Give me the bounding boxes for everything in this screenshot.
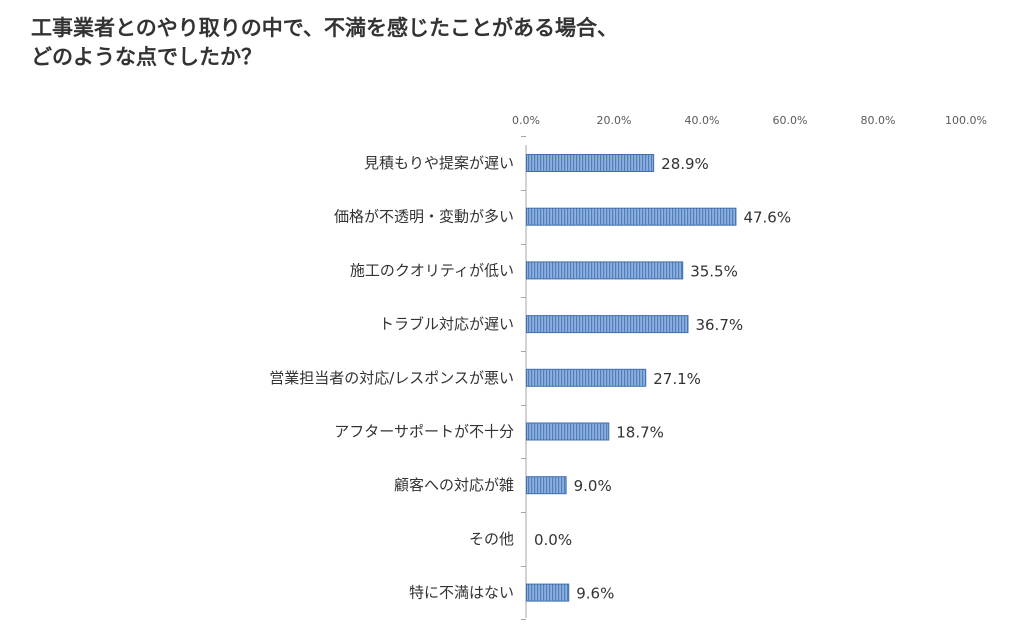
data-label: 9.0%: [574, 477, 612, 495]
chart-title: 工事業者とのやり取りの中で、不満を感じたことがある場合、 どのような点でしたか？: [31, 14, 991, 72]
chart-title-line-2: どのような点でしたか？: [31, 45, 262, 69]
data-label: 18.7%: [616, 424, 664, 442]
bar: [526, 207, 737, 226]
x-tick-label: 40.0%: [685, 114, 720, 127]
x-tick-label: 20.0%: [597, 114, 632, 127]
bar: [526, 476, 567, 495]
data-label: 35.5%: [690, 262, 738, 280]
bar: [526, 583, 570, 602]
bar: [526, 368, 647, 387]
category-label: アフターサポートが不十分: [334, 423, 514, 441]
data-label: 28.9%: [661, 155, 709, 173]
data-label: 9.6%: [576, 585, 614, 603]
category-label: 顧客への対応が雑: [394, 476, 514, 494]
category-label: トラブル対応が遅い: [379, 315, 514, 333]
data-label: 47.6%: [743, 209, 791, 227]
category-label: 特に不満はない: [409, 584, 514, 602]
category-label: その他: [469, 530, 514, 548]
bar: [526, 261, 684, 280]
category-label: 営業担当者の対応/レスポンスが悪い: [269, 369, 514, 387]
bars-layer: [526, 154, 737, 602]
data-label: 27.1%: [653, 370, 701, 388]
chart-title-line-1: 工事業者とのやり取りの中で、不満を感じたことがある場合、: [31, 16, 618, 40]
data-label: 36.7%: [695, 316, 743, 334]
bar: [526, 422, 610, 441]
x-tick-label: 80.0%: [861, 114, 896, 127]
x-tick-label: 0.0%: [512, 114, 540, 127]
axis-layer: 0.0% 20.0% 40.0% 60.0% 80.0% 100.0%: [512, 114, 987, 620]
bar: [526, 315, 689, 334]
x-tick-label: 100.0%: [945, 114, 987, 127]
labels-layer: 見積もりや提案が遅い 28.9% 価格が不透明・変動が多い 47.6% 施工のクオリティ…: [269, 154, 791, 603]
category-label: 見積もりや提案が遅い: [364, 154, 514, 172]
category-label: 価格が不透明・変動が多い: [334, 208, 514, 226]
bar: [526, 154, 655, 172]
x-tick-label: 60.0%: [773, 114, 808, 127]
data-label: 0.0%: [534, 531, 572, 549]
category-label: 施工のクオリティが低い: [350, 261, 514, 279]
